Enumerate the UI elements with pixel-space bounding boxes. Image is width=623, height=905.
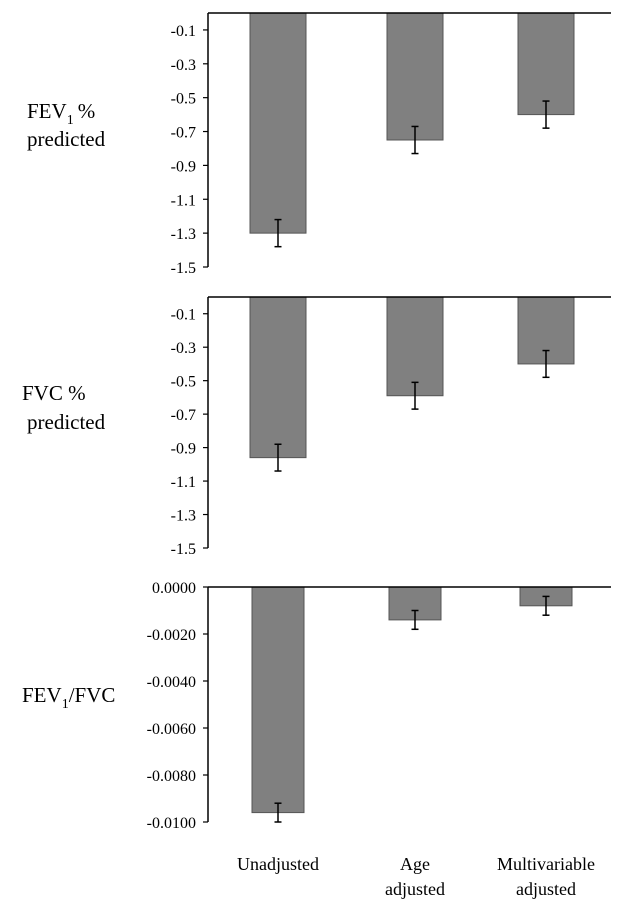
y-tick-label: -0.5 <box>171 374 196 391</box>
y-tick-label: -0.0080 <box>147 768 196 785</box>
y-tick-label: -0.7 <box>171 125 196 142</box>
row-label: FEV1% <box>27 99 95 128</box>
row-label: FVC % <box>22 381 86 405</box>
bar <box>386 296 444 397</box>
row-label: FEV1/FVC <box>22 683 115 712</box>
bar <box>251 586 305 814</box>
y-tick-label: 0.0000 <box>152 580 196 597</box>
row-label-text: FEV <box>27 99 67 123</box>
x-category-label: Age <box>400 854 430 874</box>
x-category-label: adjusted <box>385 879 445 899</box>
row-label: predicted <box>27 127 106 151</box>
y-tick-label: -0.9 <box>171 158 196 175</box>
panel-3: 0.0000 -0.0020 -0.0040 -0.0060 -0.0080 -0.010… <box>22 580 611 832</box>
y-tick-label: -0.9 <box>171 441 196 458</box>
y-tick-label: -0.0100 <box>147 815 196 832</box>
x-category-label: Multivariable <box>497 854 595 874</box>
y-tick-label: -0.0040 <box>147 674 196 691</box>
bar <box>249 12 307 234</box>
y-tick-label: -0.1 <box>171 23 196 40</box>
row-label-subscript: 1 <box>67 113 74 128</box>
y-tick-label: -0.5 <box>171 91 196 108</box>
y-tick-label: -1.5 <box>171 260 196 277</box>
row-label-text: FEV <box>22 683 62 707</box>
y-tick-label: -0.1 <box>171 307 196 324</box>
row-label-text: % <box>78 99 96 123</box>
panel-2: -0.1 -0.3 -0.5 -0.7 -0.9 -1.1 -1.3 -1.5 FVC % pre… <box>22 296 611 558</box>
y-tick-label: -0.0020 <box>147 627 196 644</box>
x-category-label: Unadjusted <box>237 854 319 874</box>
bar <box>249 296 307 459</box>
row-label-text: /FVC <box>69 683 116 707</box>
bar <box>517 12 575 116</box>
x-category-labels: Unadjusted Age adjusted Multivariable adjust… <box>237 854 595 899</box>
y-tick-label: -1.1 <box>171 192 196 209</box>
y-tick-label: -1.3 <box>171 508 196 525</box>
row-label: predicted <box>27 410 106 434</box>
y-tick-label: -1.5 <box>171 541 196 558</box>
y-tick-label: -1.3 <box>171 226 196 243</box>
bar <box>386 12 444 141</box>
x-category-label: adjusted <box>516 879 576 899</box>
y-tick-label: -0.7 <box>171 407 196 424</box>
y-tick-label: -1.1 <box>171 474 196 491</box>
y-tick-label: -0.3 <box>171 340 196 357</box>
y-tick-label: -0.3 <box>171 57 196 74</box>
row-label-subscript: 1 <box>62 697 69 712</box>
y-tick-label: -0.0060 <box>147 721 196 738</box>
